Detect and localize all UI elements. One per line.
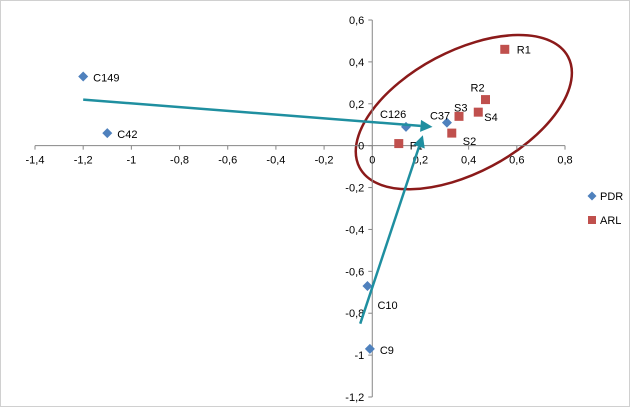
point-label-s3: S3 xyxy=(454,102,467,114)
y-tick-label: -0,8 xyxy=(345,308,364,320)
legend-marker-pdr xyxy=(587,191,597,201)
arl-point-s3 xyxy=(454,111,464,121)
y-tick-label: -1 xyxy=(354,350,364,362)
x-tick-label: -1 xyxy=(126,155,136,167)
x-tick-label: 0,6 xyxy=(509,155,524,167)
pdr-point-c37 xyxy=(441,117,452,128)
x-tick-label: 0,8 xyxy=(557,155,572,167)
arl-point-s4 xyxy=(473,107,483,117)
point-label-c37: C37 xyxy=(430,111,450,123)
x-tick-label: -0,8 xyxy=(170,155,189,167)
y-tick-label: 0,2 xyxy=(349,99,364,111)
point-label-c9: C9 xyxy=(380,345,394,357)
y-tick-label: 0,4 xyxy=(349,57,364,69)
arl-point-f1 xyxy=(394,139,404,149)
legend-label-pdr: PDR xyxy=(600,191,623,203)
x-tick-label: -0,6 xyxy=(218,155,237,167)
x-tick-label: -0,2 xyxy=(315,155,334,167)
point-label-s2: S2 xyxy=(463,136,476,148)
x-tick-label: -1,2 xyxy=(74,155,93,167)
point-label-c10: C10 xyxy=(377,300,397,312)
arrow-shaft-1 xyxy=(83,98,421,128)
y-tick-label: -0,4 xyxy=(345,224,364,236)
arl-point-r2 xyxy=(481,95,490,105)
point-label-c126: C126 xyxy=(380,109,406,121)
point-label-c149: C149 xyxy=(93,73,119,85)
x-tick-label: 0 xyxy=(369,155,375,167)
pdr-point-c42 xyxy=(102,128,113,139)
y-tick-label: -0,2 xyxy=(345,183,364,195)
x-tick-label: 0,4 xyxy=(461,155,476,167)
y-tick-label: 0,6 xyxy=(349,15,364,27)
point-label-s4: S4 xyxy=(484,112,497,124)
pdr-point-c149 xyxy=(78,71,89,82)
y-tick-label: -1,2 xyxy=(345,392,364,404)
pdr-point-c10 xyxy=(362,280,373,291)
arrow-shaft-2 xyxy=(359,146,421,325)
annotations-layer xyxy=(354,33,574,191)
x-tick-label: -0,4 xyxy=(266,155,285,167)
pdr-point-c9 xyxy=(364,343,375,354)
y-tick-label: 0 xyxy=(358,141,364,153)
arrow-head-2 xyxy=(413,135,425,149)
arrow-head-1 xyxy=(420,119,433,132)
point-label-c42: C42 xyxy=(117,129,137,141)
cluster-ellipse xyxy=(354,33,574,191)
arl-point-r1 xyxy=(500,44,510,54)
point-label-r1: R1 xyxy=(517,44,531,56)
legend: PDR ARL xyxy=(587,191,623,227)
axes-layer: -1,4 -1,2 -1 -0,8 -0,6 -0,4 -0,2 0 0,2 0,4 0,6 0,8 0… xyxy=(26,15,573,404)
point-label-r2: R2 xyxy=(471,83,485,95)
x-tick-label: -1,4 xyxy=(26,155,45,167)
legend-marker-arl xyxy=(588,216,596,224)
arrows-layer xyxy=(83,98,433,325)
y-tick-label: -0,6 xyxy=(345,266,364,278)
arl-point-s2 xyxy=(447,128,457,138)
legend-label-arl: ARL xyxy=(600,215,621,227)
